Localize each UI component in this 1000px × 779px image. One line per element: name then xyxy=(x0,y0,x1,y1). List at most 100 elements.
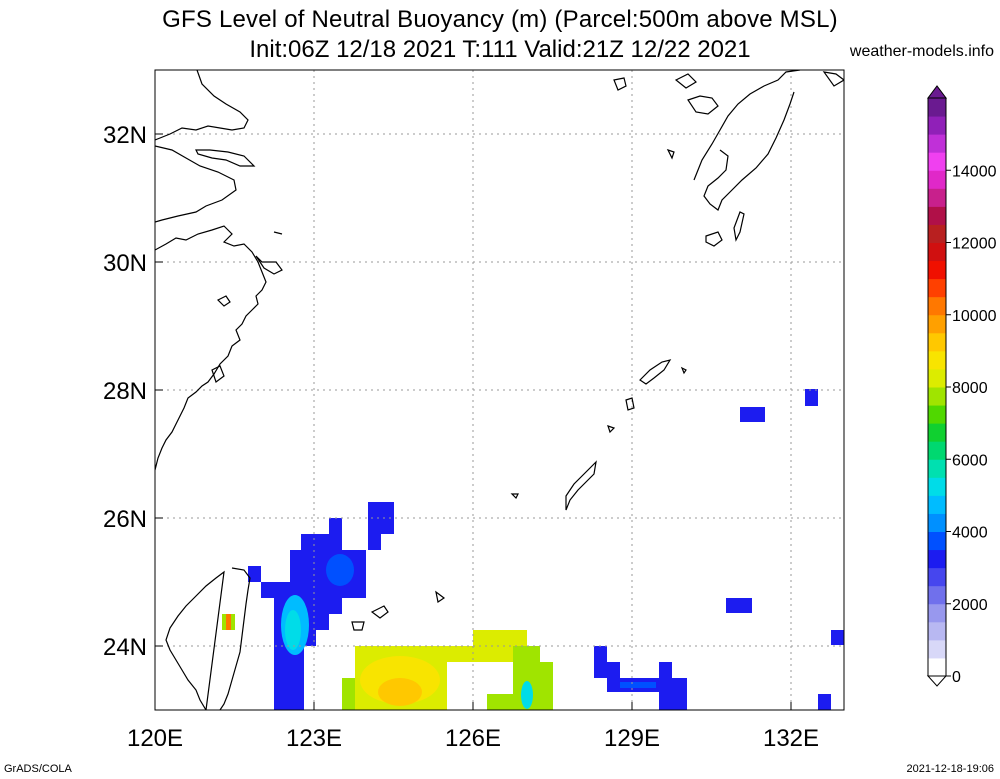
colorbar-segment xyxy=(928,368,946,388)
field-cell xyxy=(261,582,301,598)
field-cell xyxy=(831,630,844,645)
colorbar: 0 2000 4000 6000 8000 10000 12000 14000 xyxy=(926,85,997,687)
field-cell xyxy=(368,534,381,550)
colorbar-label: 12000 xyxy=(952,236,997,253)
y-tick-label: 28N xyxy=(103,378,147,405)
field-cell xyxy=(329,518,342,534)
colorbar-segment xyxy=(928,152,946,171)
colorbar-segment xyxy=(928,242,946,262)
field-cell xyxy=(473,630,527,646)
render-timestamp: 2021-12-18-19:06 xyxy=(906,763,994,775)
field-cell xyxy=(607,662,620,678)
colorbar-segment xyxy=(928,296,946,316)
field-cell xyxy=(378,678,422,706)
chart-title: GFS Level of Neutral Buoyancy (m) (Parce… xyxy=(162,6,838,33)
colorbar-segment xyxy=(928,513,946,532)
site-credit: weather-models.info xyxy=(849,43,994,60)
colorbar-segment xyxy=(928,98,946,117)
field-cell xyxy=(342,678,355,710)
colorbar-label: 4000 xyxy=(952,525,988,542)
coastline-china xyxy=(155,70,267,471)
colorbar-segment xyxy=(928,459,946,478)
coastline-ryukyu xyxy=(625,397,635,411)
colorbar-segment xyxy=(928,260,946,280)
coastline-japan xyxy=(822,71,844,87)
field-cell xyxy=(226,614,231,630)
colorbar-label: 8000 xyxy=(952,380,988,397)
field-cell xyxy=(285,610,301,650)
coastline-japan xyxy=(733,211,745,242)
coastline-japan xyxy=(674,73,697,89)
field-cell xyxy=(659,662,672,678)
coastlines xyxy=(155,70,844,710)
colorbar-segment xyxy=(928,441,946,460)
software-credit: GrADS/COLA xyxy=(4,763,72,775)
colorbar-segment xyxy=(928,639,946,659)
field-cell xyxy=(805,389,818,406)
coastline-ryukyu xyxy=(607,425,616,434)
field-cell xyxy=(326,554,354,586)
colorbar-segment xyxy=(928,332,946,352)
y-tick-label: 32N xyxy=(103,122,147,149)
colorbar-label: 10000 xyxy=(952,308,997,325)
colorbar-max-arrow xyxy=(927,85,947,99)
field-cell xyxy=(818,694,831,710)
field-cell xyxy=(620,682,656,688)
colorbar-segment xyxy=(928,423,946,442)
colorbar-segment xyxy=(928,116,946,135)
colorbar-segment xyxy=(928,585,946,605)
y-tick-label: 26N xyxy=(103,506,147,533)
colorbar-min-arrow xyxy=(926,675,948,687)
coastline-ryukyu xyxy=(639,359,672,385)
x-tick-label: 123E xyxy=(286,725,342,752)
gridlines xyxy=(155,70,844,710)
colorbar-segment xyxy=(928,405,946,424)
field-cell xyxy=(659,692,687,710)
field-cell xyxy=(447,646,513,662)
colorbar-segment xyxy=(928,549,946,569)
axis-ticks: 120E 123E 126E 129E 132E 24N 26N 28N 30N 32N xyxy=(103,122,819,752)
colorbar-segment xyxy=(928,188,946,207)
colorbar-segment xyxy=(928,603,946,623)
colorbar-segment xyxy=(928,495,946,514)
field-cell xyxy=(726,598,752,613)
coastline-china xyxy=(195,149,256,167)
coastline-china xyxy=(255,255,283,275)
coastline-china xyxy=(216,295,231,307)
x-tick-label: 120E xyxy=(127,725,183,752)
field-cell xyxy=(540,662,553,710)
colorbar-segment xyxy=(928,278,946,298)
field-cell xyxy=(274,646,304,710)
colorbar-label: 6000 xyxy=(952,452,988,469)
field-cell xyxy=(521,681,533,709)
colorbar-segment xyxy=(928,134,946,153)
field-cell xyxy=(594,646,607,678)
x-tick-label: 132E xyxy=(763,725,819,752)
coastline-japan xyxy=(613,77,627,91)
coastline-ryukyu xyxy=(565,460,597,511)
field-cell xyxy=(248,566,261,582)
field-cell xyxy=(487,694,513,710)
coastline-taiwan xyxy=(165,567,251,710)
x-tick-label: 126E xyxy=(445,725,501,752)
chart-subtitle: Init:06Z 12/18 2021 T:111 Valid:21Z 12/2… xyxy=(249,36,751,63)
field-cell xyxy=(740,407,765,422)
colorbar-segment xyxy=(928,170,946,189)
coastline-japan xyxy=(693,70,801,211)
field-cell xyxy=(301,534,342,550)
coastline-ryukyu xyxy=(370,605,389,619)
colorbar-label: 2000 xyxy=(952,597,988,614)
coastline-china xyxy=(273,231,283,235)
colorbar-segment xyxy=(928,387,946,406)
coastline-japan xyxy=(705,231,723,247)
coastline-ryukyu xyxy=(351,621,365,631)
colorbar-segment xyxy=(928,657,946,677)
coastline-china xyxy=(211,365,225,383)
colorbar-label: 0 xyxy=(952,669,961,686)
colorbar-segment xyxy=(928,224,946,243)
buoyancy-field xyxy=(222,389,844,710)
colorbar-segment xyxy=(928,314,946,334)
colorbar-segment xyxy=(928,621,946,641)
colorbar-segment xyxy=(928,477,946,496)
